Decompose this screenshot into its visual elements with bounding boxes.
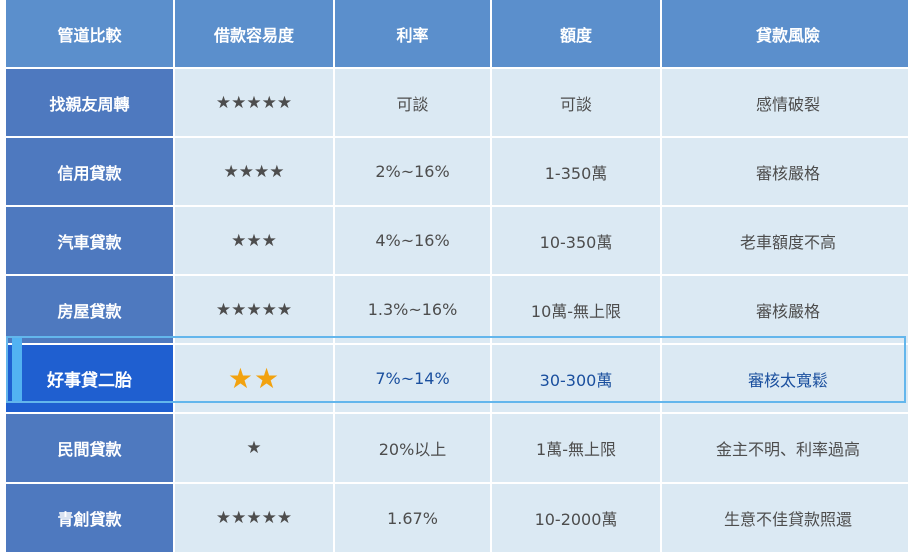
risk-cell: 老車額度不高	[662, 207, 908, 274]
rate-cell: 7%~14%	[335, 345, 490, 412]
risk-cell: 審核太寬鬆	[662, 345, 908, 412]
star-rating: ★★★★	[175, 138, 333, 205]
star-rating: ★★★	[175, 207, 333, 274]
rate-cell: 1.67%	[335, 484, 490, 552]
header-channel: 管道比較	[6, 0, 173, 67]
loan-comparison-table: 管道比較 借款容易度 利率 額度 貸款風險 找親友周轉 ★★★★★ 可談 可談 …	[6, 0, 908, 552]
row-label: 汽車貸款	[6, 207, 173, 274]
risk-cell: 金主不明、利率過高	[662, 414, 908, 482]
risk-cell: 生意不佳貸款照還	[662, 484, 908, 552]
row-label: 信用貸款	[6, 138, 173, 205]
star-rating: ★★★★★	[175, 276, 333, 343]
header-rate: 利率	[335, 0, 490, 67]
row-label: 民間貸款	[6, 414, 173, 482]
row-label: 青創貸款	[6, 484, 173, 552]
amount-cell: 10-350萬	[492, 207, 660, 274]
amount-cell: 10萬-無上限	[492, 276, 660, 343]
star-rating-highlighted: ★★	[175, 345, 333, 412]
rate-cell: 20%以上	[335, 414, 490, 482]
star-rating: ★★★★★	[175, 484, 333, 552]
row-label-highlighted: 好事貸二胎	[6, 345, 173, 412]
header-ease: 借款容易度	[175, 0, 333, 67]
amount-cell: 30-300萬	[492, 345, 660, 412]
risk-cell: 感情破裂	[662, 69, 908, 136]
amount-cell: 10-2000萬	[492, 484, 660, 552]
header-amount: 額度	[492, 0, 660, 67]
row-label: 房屋貸款	[6, 276, 173, 343]
row-label: 找親友周轉	[6, 69, 173, 136]
star-rating: ★★★★★	[175, 69, 333, 136]
amount-cell: 1萬-無上限	[492, 414, 660, 482]
amount-cell: 可談	[492, 69, 660, 136]
rate-cell: 1.3%~16%	[335, 276, 490, 343]
rate-cell: 4%~16%	[335, 207, 490, 274]
star-rating: ★	[175, 414, 333, 482]
header-risk: 貸款風險	[662, 0, 908, 67]
rate-cell: 2%~16%	[335, 138, 490, 205]
risk-cell: 審核嚴格	[662, 276, 908, 343]
risk-cell: 審核嚴格	[662, 138, 908, 205]
rate-cell: 可談	[335, 69, 490, 136]
amount-cell: 1-350萬	[492, 138, 660, 205]
